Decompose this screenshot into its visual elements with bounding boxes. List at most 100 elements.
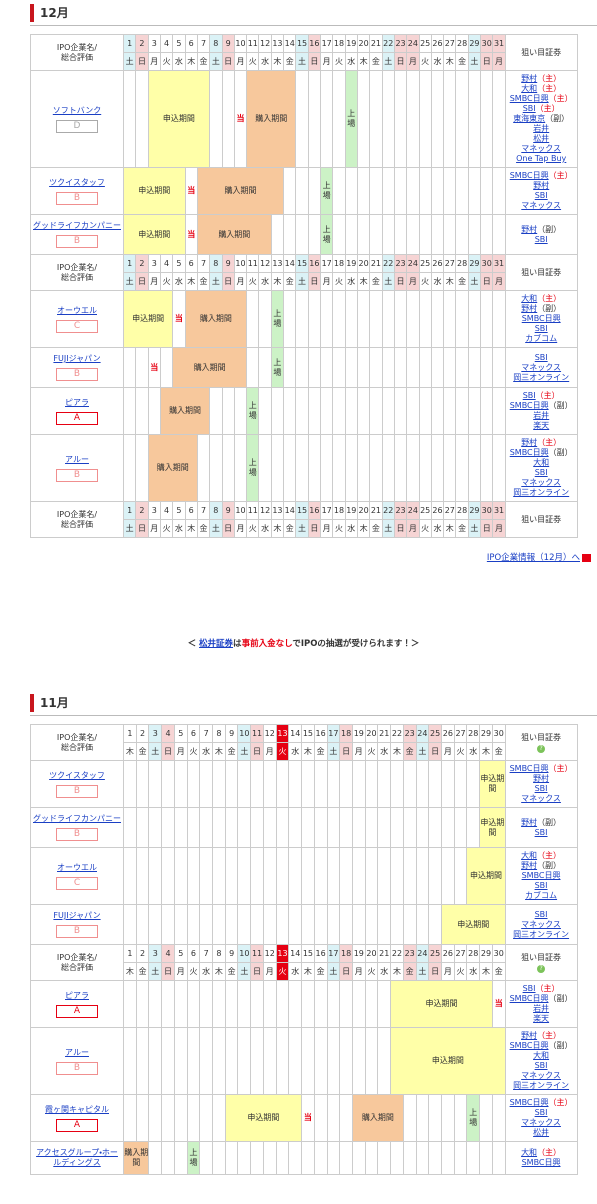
broker-link[interactable]: 野村 — [521, 861, 538, 870]
broker-link[interactable]: 野村 — [521, 304, 538, 313]
broker-link[interactable]: SMBC日興 — [509, 401, 549, 410]
broker-link[interactable]: 野村 — [521, 74, 538, 83]
broker-link[interactable]: 大和 — [533, 1051, 550, 1060]
broker-link[interactable]: SBI — [534, 827, 548, 837]
broker-link[interactable]: 岡三オンライン — [513, 1081, 570, 1090]
broker-link[interactable]: SBI — [522, 104, 536, 113]
broker-link[interactable]: One Tap Buy — [516, 154, 567, 163]
broker-link[interactable]: カブコム — [525, 334, 558, 343]
broker-line: 楽天 — [506, 1014, 576, 1024]
broker-link[interactable]: 大和 — [533, 458, 550, 467]
company-link[interactable]: グッドライフカンパニー — [33, 221, 121, 230]
broker-link[interactable]: 岡三オンライン — [513, 488, 570, 497]
broker-link[interactable]: SBI — [534, 352, 548, 362]
broker-link[interactable]: SBI — [534, 1108, 548, 1117]
broker-link[interactable]: 大和 — [521, 84, 538, 93]
day-cell — [339, 904, 353, 945]
weekday: 火 — [159, 272, 174, 291]
broker-link[interactable]: SMBC日興 — [509, 171, 549, 180]
company-link[interactable]: ソフトバンク — [52, 105, 102, 115]
broker-link[interactable]: マネックス — [521, 201, 562, 210]
broker-link[interactable]: マネックス — [521, 1118, 561, 1127]
broker-link[interactable]: SBI — [534, 324, 548, 333]
broker-line: SMBC日興（副） — [506, 401, 576, 411]
company-link[interactable]: ツクイスタッフ — [49, 177, 105, 187]
broker-link[interactable]: 大和 — [521, 294, 538, 303]
day-cell — [455, 214, 469, 255]
broker-link[interactable]: 岩井 — [533, 411, 550, 420]
broker-link[interactable]: マネックス — [521, 919, 561, 929]
company-link[interactable]: 霞ヶ関キャピタル — [45, 1104, 109, 1114]
broker-link[interactable]: 野村 — [533, 774, 550, 783]
broker-link[interactable]: 野村 — [521, 817, 538, 827]
weekday: 日 — [339, 742, 353, 761]
company-link[interactable]: FUJIジャパン — [53, 354, 101, 363]
broker-link[interactable]: 野村 — [533, 181, 550, 190]
broker-link[interactable]: SMBC日興 — [509, 1098, 549, 1107]
broker-link[interactable]: 楽天 — [533, 421, 550, 430]
day-cell — [492, 214, 506, 255]
day-cell — [123, 1094, 137, 1142]
company-link[interactable]: ピアラ — [65, 397, 89, 407]
broker-link[interactable]: SMBC日興 — [509, 764, 549, 773]
weekday: 日 — [307, 272, 322, 291]
broker-link[interactable]: 大和 — [521, 851, 538, 860]
broker-link[interactable]: SMBC日興 — [509, 1041, 549, 1050]
broker-link[interactable]: 野村 — [521, 1031, 538, 1040]
broker-line: カブコム — [506, 891, 576, 901]
broker-link[interactable]: マネックス — [521, 144, 562, 153]
broker-link[interactable]: SBI — [534, 909, 548, 919]
broker-link[interactable]: SBI — [522, 391, 536, 400]
broker-link[interactable]: SMBC日興 — [521, 871, 561, 880]
broker-link[interactable]: SBI — [534, 191, 548, 200]
broker-link[interactable]: カブコム — [525, 891, 558, 900]
day-cell — [301, 904, 315, 945]
broker-link[interactable]: マネックス — [521, 794, 561, 803]
company-link[interactable]: アクセスグループ・ホールディングス — [36, 1148, 118, 1167]
company-link[interactable]: グッドライフカンパニー — [33, 814, 121, 823]
broker-link[interactable]: 楽天 — [533, 1014, 550, 1023]
broker-role: （主） — [537, 84, 562, 93]
company-link[interactable]: アルー — [65, 454, 89, 464]
broker-link[interactable]: SBI — [522, 984, 536, 993]
broker-line: マネックス — [506, 794, 576, 804]
day-cell — [381, 387, 395, 435]
broker-link[interactable]: マネックス — [521, 1071, 561, 1080]
company-link[interactable]: ピアラ — [65, 990, 89, 1000]
company-link[interactable]: オーウエル — [57, 305, 97, 315]
broker-link[interactable]: 岡三オンライン — [513, 372, 570, 382]
broker-line: マネックス — [506, 1071, 576, 1081]
broker-link[interactable]: SBI — [534, 784, 548, 793]
broker-link[interactable]: SBI — [534, 468, 548, 477]
broker-link[interactable]: 岩井 — [533, 124, 550, 133]
grade-badge: B — [56, 235, 98, 248]
broker-link[interactable]: SMBC日興 — [521, 314, 561, 323]
broker-link[interactable]: 東海東京 — [513, 114, 546, 123]
company-link[interactable]: ツクイスタッフ — [49, 770, 105, 780]
ipo-info-link[interactable]: IPO企業情報（12月）へ — [486, 553, 580, 563]
broker-link[interactable]: SMBC日興 — [509, 448, 549, 457]
broker-link[interactable]: マネックス — [521, 362, 562, 372]
broker-link[interactable]: 大和 — [521, 1148, 538, 1157]
broker-link[interactable]: SMBC日興 — [521, 1158, 561, 1167]
broker-link[interactable]: 岩井 — [533, 1004, 550, 1013]
company-cell: FUJIジャパン B — [30, 904, 124, 945]
broker-link[interactable]: マネックス — [521, 478, 562, 487]
broker-link[interactable]: 松井 — [533, 134, 550, 143]
weekday: 木 — [390, 962, 404, 981]
company-link[interactable]: オーウエル — [57, 862, 97, 872]
day-cell — [250, 1141, 264, 1175]
broker-link[interactable]: SMBC日興 — [509, 994, 549, 1003]
notice-link[interactable]: 松井証券 — [199, 639, 234, 649]
broker-link[interactable]: 岡三オンライン — [513, 929, 570, 939]
weekday: 木 — [479, 742, 493, 761]
broker-link[interactable]: SBI — [534, 881, 548, 890]
broker-link[interactable]: SBI — [534, 234, 548, 244]
broker-link[interactable]: SBI — [534, 1061, 548, 1070]
broker-link[interactable]: 野村 — [521, 438, 538, 447]
broker-link[interactable]: 野村 — [521, 224, 538, 234]
company-link[interactable]: アルー — [65, 1047, 89, 1057]
company-link[interactable]: FUJIジャパン — [53, 911, 101, 920]
broker-link[interactable]: SMBC日興 — [509, 94, 549, 103]
broker-link[interactable]: 松井 — [533, 1128, 550, 1137]
